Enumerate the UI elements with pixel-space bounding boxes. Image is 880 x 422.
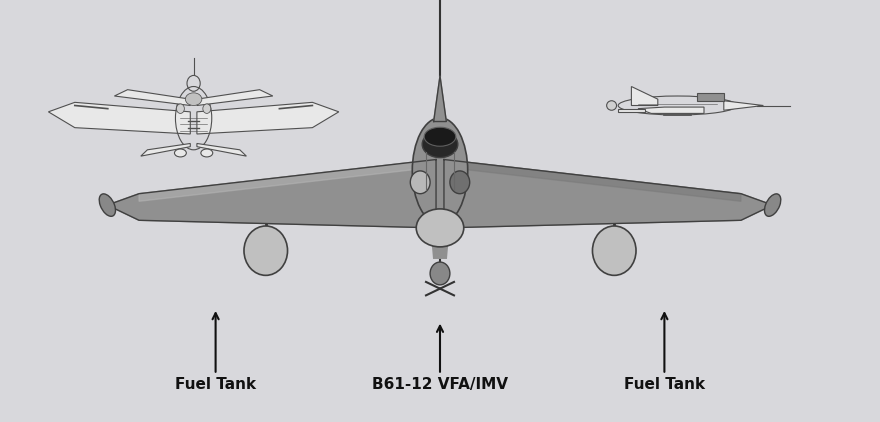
Ellipse shape [422, 131, 458, 157]
Ellipse shape [244, 226, 288, 276]
Polygon shape [197, 143, 246, 156]
Ellipse shape [201, 149, 213, 157]
Ellipse shape [592, 226, 636, 276]
Polygon shape [723, 101, 764, 110]
Polygon shape [141, 143, 190, 156]
Polygon shape [197, 103, 339, 134]
Text: Fuel Tank: Fuel Tank [624, 313, 705, 392]
Ellipse shape [186, 93, 202, 106]
Ellipse shape [416, 209, 464, 247]
Ellipse shape [410, 171, 430, 194]
Ellipse shape [202, 104, 211, 114]
Polygon shape [114, 90, 190, 106]
Polygon shape [444, 160, 741, 201]
Ellipse shape [450, 171, 470, 194]
Ellipse shape [174, 149, 187, 157]
Polygon shape [697, 93, 723, 101]
Text: B61-12 VFA/IMV: B61-12 VFA/IMV [372, 326, 508, 392]
Polygon shape [444, 160, 773, 228]
Polygon shape [430, 220, 450, 258]
Ellipse shape [176, 104, 185, 114]
Polygon shape [107, 160, 436, 228]
Polygon shape [139, 160, 436, 201]
Polygon shape [638, 107, 704, 114]
Polygon shape [48, 103, 190, 134]
Ellipse shape [765, 194, 781, 216]
Ellipse shape [430, 262, 450, 285]
Ellipse shape [99, 194, 115, 216]
Polygon shape [618, 108, 644, 112]
Ellipse shape [606, 101, 617, 110]
Ellipse shape [412, 118, 468, 224]
Ellipse shape [424, 127, 456, 146]
Polygon shape [197, 90, 273, 106]
Polygon shape [434, 76, 446, 122]
Text: Fuel Tank: Fuel Tank [175, 313, 256, 392]
Polygon shape [631, 87, 658, 106]
